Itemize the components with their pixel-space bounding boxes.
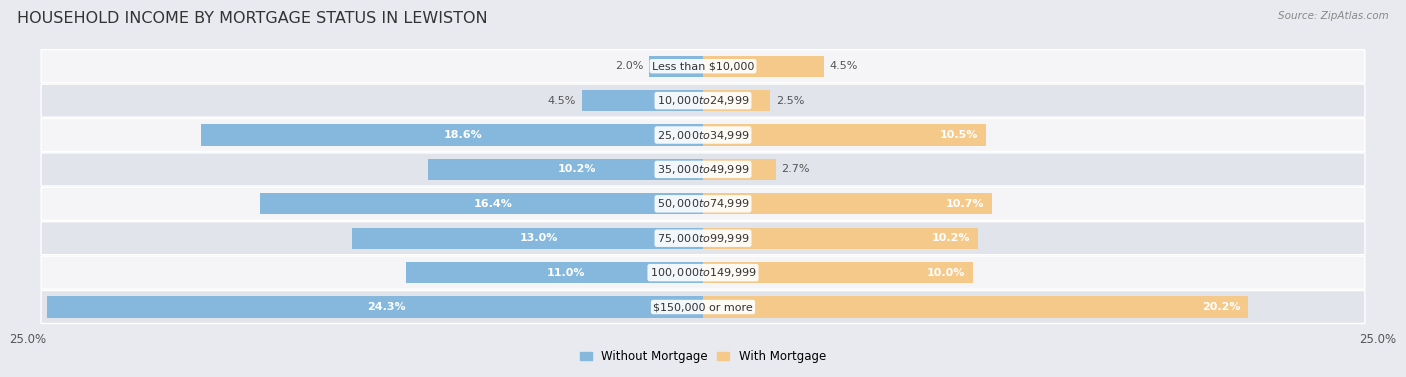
Text: 10.7%: 10.7%: [945, 199, 984, 209]
Bar: [703, 193, 991, 215]
Bar: [703, 159, 776, 180]
Bar: [406, 262, 703, 283]
Text: 13.0%: 13.0%: [519, 233, 558, 243]
Text: 10.2%: 10.2%: [557, 164, 596, 175]
FancyBboxPatch shape: [41, 222, 1365, 255]
Text: $10,000 to $24,999: $10,000 to $24,999: [657, 94, 749, 107]
Bar: [260, 193, 703, 215]
Text: 20.2%: 20.2%: [1202, 302, 1240, 312]
Text: 18.6%: 18.6%: [444, 130, 482, 140]
Bar: [703, 296, 1249, 318]
Text: 16.4%: 16.4%: [474, 199, 512, 209]
Bar: [703, 262, 973, 283]
Text: 10.2%: 10.2%: [932, 233, 970, 243]
Text: $50,000 to $74,999: $50,000 to $74,999: [657, 197, 749, 210]
FancyBboxPatch shape: [41, 50, 1365, 83]
Text: 2.0%: 2.0%: [616, 61, 644, 71]
Legend: Without Mortgage, With Mortgage: Without Mortgage, With Mortgage: [575, 345, 831, 368]
Text: 10.5%: 10.5%: [941, 130, 979, 140]
Text: 10.0%: 10.0%: [927, 268, 965, 277]
Text: 2.5%: 2.5%: [776, 96, 804, 106]
FancyBboxPatch shape: [41, 256, 1365, 289]
FancyBboxPatch shape: [41, 84, 1365, 117]
Text: $25,000 to $34,999: $25,000 to $34,999: [657, 129, 749, 141]
Bar: [201, 124, 703, 146]
Text: 24.3%: 24.3%: [367, 302, 405, 312]
FancyBboxPatch shape: [41, 291, 1365, 323]
FancyBboxPatch shape: [41, 118, 1365, 152]
FancyBboxPatch shape: [41, 153, 1365, 186]
Bar: [703, 228, 979, 249]
Text: $35,000 to $49,999: $35,000 to $49,999: [657, 163, 749, 176]
Bar: [650, 55, 703, 77]
Text: 4.5%: 4.5%: [548, 96, 576, 106]
Text: HOUSEHOLD INCOME BY MORTGAGE STATUS IN LEWISTON: HOUSEHOLD INCOME BY MORTGAGE STATUS IN L…: [17, 11, 488, 26]
Text: $100,000 to $149,999: $100,000 to $149,999: [650, 266, 756, 279]
FancyBboxPatch shape: [41, 187, 1365, 220]
Text: 4.5%: 4.5%: [830, 61, 858, 71]
Text: $150,000 or more: $150,000 or more: [654, 302, 752, 312]
Bar: [582, 90, 703, 111]
Bar: [703, 124, 987, 146]
Bar: [427, 159, 703, 180]
Bar: [46, 296, 703, 318]
Bar: [703, 55, 824, 77]
Bar: [352, 228, 703, 249]
Text: Less than $10,000: Less than $10,000: [652, 61, 754, 71]
Text: 2.7%: 2.7%: [782, 164, 810, 175]
Text: Source: ZipAtlas.com: Source: ZipAtlas.com: [1278, 11, 1389, 21]
Bar: [703, 90, 770, 111]
Text: 11.0%: 11.0%: [547, 268, 585, 277]
Text: $75,000 to $99,999: $75,000 to $99,999: [657, 232, 749, 245]
